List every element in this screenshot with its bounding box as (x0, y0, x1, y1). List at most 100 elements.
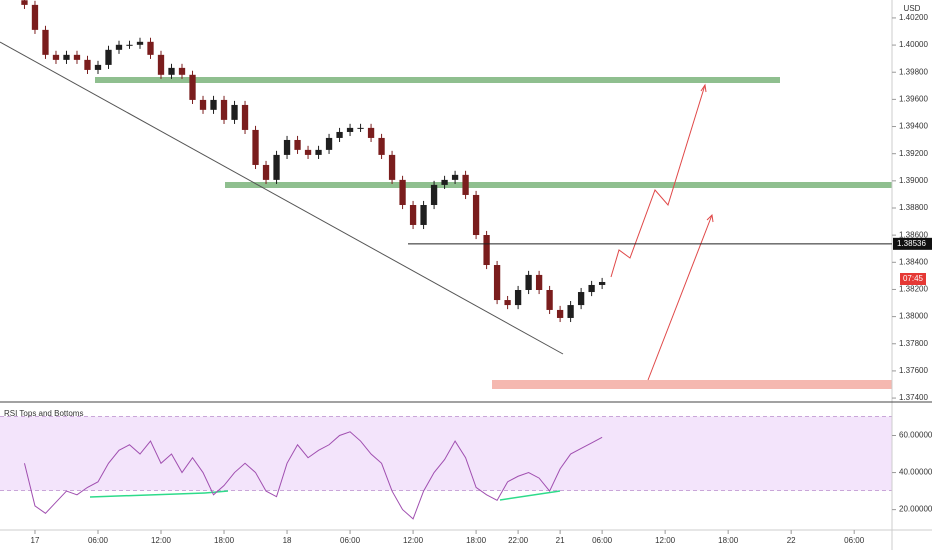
candle-body (94, 64, 102, 70)
candle-body (472, 194, 480, 236)
x-tick-label: 18:00 (214, 536, 235, 545)
candle-body (178, 67, 186, 75)
y-tick-label: 40.00000 (899, 468, 932, 477)
candle-body (52, 54, 60, 60)
y-tick-label: 1.39200 (899, 149, 928, 158)
last-price-box (893, 237, 932, 250)
candle-body (525, 274, 532, 290)
x-tick-label: 22 (787, 536, 796, 545)
candle-body (273, 154, 280, 180)
candle-body (504, 300, 511, 306)
candle-body (84, 59, 91, 70)
candle-body (220, 99, 228, 120)
x-tick-label: 18 (283, 536, 292, 545)
candle-body (420, 205, 427, 225)
x-tick-label: 21 (556, 536, 565, 545)
candle-body (210, 99, 217, 110)
candle-body (42, 29, 49, 55)
y-tick-label: 1.40000 (899, 40, 928, 49)
candle-body (21, 0, 28, 5)
candle-body (577, 292, 585, 306)
candle-body (126, 44, 133, 46)
divergence-arrow (499, 490, 561, 501)
resistance-zone (225, 182, 892, 188)
y-tick-label: 60.00000 (899, 431, 932, 440)
support-zone (492, 380, 892, 389)
countdown-label: 07:45 (903, 274, 924, 283)
y-tick-label: 1.37600 (899, 366, 928, 375)
candle-body (462, 174, 469, 195)
y-tick-label: 1.37800 (899, 339, 928, 348)
y-tick-label: 1.38400 (899, 257, 928, 266)
arrow-head (706, 213, 714, 223)
candle-body (304, 149, 312, 155)
candle-body (199, 99, 207, 110)
candle-body (73, 54, 81, 60)
candle-body (483, 235, 490, 266)
projection-arrow (610, 84, 706, 278)
candle-body (493, 265, 501, 301)
x-tick-label: 12:00 (151, 536, 172, 545)
x-tick-label: 12:00 (403, 536, 424, 545)
x-tick-label: 18:00 (466, 536, 487, 545)
candle-body (252, 129, 259, 165)
candle-body (514, 289, 522, 306)
candle-body (31, 4, 39, 30)
divergence-arrow (89, 492, 206, 498)
candle-body (325, 137, 333, 150)
candle-body (262, 164, 270, 180)
candle-body (546, 289, 553, 310)
candle-body (399, 179, 406, 206)
arrow-head (700, 83, 707, 93)
candle-body (315, 149, 322, 155)
x-tick-label: 12:00 (655, 536, 676, 545)
candle-body (231, 104, 238, 120)
candle-body (357, 127, 364, 129)
candle-body (378, 137, 385, 155)
y-tick-label: 1.38200 (899, 285, 928, 294)
candle-body (294, 139, 301, 150)
resistance-zone (95, 77, 780, 83)
countdown-box (900, 273, 926, 285)
rsi-band (0, 416, 892, 491)
candle-body (441, 179, 448, 185)
candle-body (105, 49, 112, 65)
candle-body (367, 127, 375, 138)
indicator-title: RSI Tops and Bottoms (4, 409, 83, 418)
y-tick-label: 1.38600 (899, 230, 928, 239)
candle-body (409, 205, 417, 225)
candle-body (451, 174, 459, 180)
y-tick-label: 1.39600 (899, 94, 928, 103)
candle-body (430, 184, 438, 206)
candle-body (241, 104, 249, 130)
y-tick-label: 1.38800 (899, 203, 928, 212)
candle-body (136, 41, 144, 45)
marks (21, 0, 892, 520)
candle-body (598, 281, 606, 285)
y-tick-label: 1.39000 (899, 176, 928, 185)
y-tick-label: 20.00000 (899, 505, 932, 514)
candle-body (588, 284, 595, 293)
candle-body (567, 305, 574, 318)
candle-body (336, 131, 343, 138)
rsi-line (23, 431, 603, 520)
candle-body (115, 44, 123, 50)
trend-line (0, 41, 564, 355)
candle-body (168, 67, 175, 75)
y-tick-label: 1.37400 (899, 393, 928, 402)
candle-body (63, 54, 70, 60)
y-tick-label: 1.39800 (899, 67, 928, 76)
x-tick-label: 06:00 (88, 536, 109, 545)
candle-body (556, 309, 564, 318)
candle-body (283, 139, 291, 155)
candle-body (189, 74, 196, 100)
candle-body (535, 274, 543, 290)
axis-unit: USD (904, 4, 921, 13)
x-tick-label: 06:00 (592, 536, 613, 545)
candle-body (346, 127, 354, 132)
projection-arrow (647, 214, 713, 381)
x-tick-label: 18:00 (718, 536, 739, 545)
x-tick-label: 17 (31, 536, 40, 545)
last-price-label: 1.38536 (897, 239, 926, 248)
candle-body (388, 154, 396, 180)
